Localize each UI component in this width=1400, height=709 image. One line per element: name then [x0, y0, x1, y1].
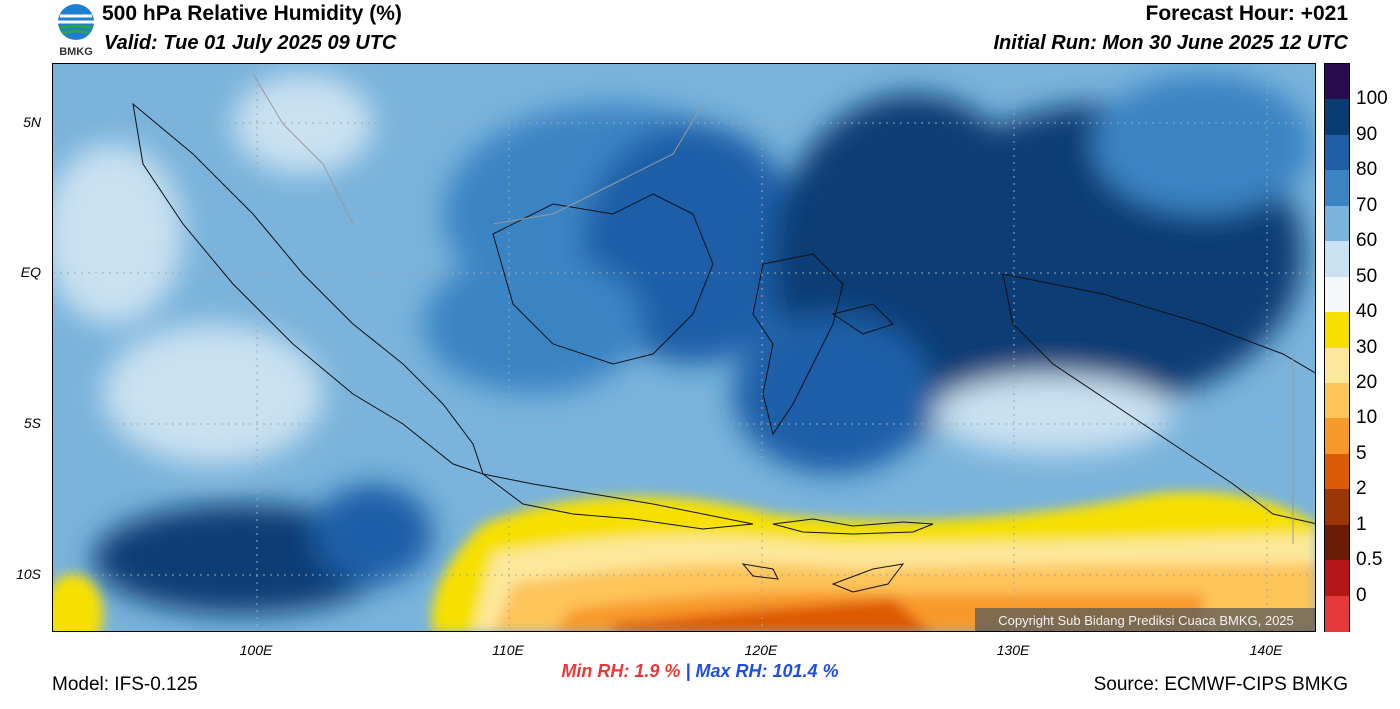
colorbar-label: 50 [1356, 265, 1378, 287]
colorbar-label: 20 [1356, 371, 1378, 393]
bmkg-logo [52, 2, 100, 60]
colorbar-segment [1325, 170, 1349, 207]
initial-run: Initial Run: Mon 30 June 2025 12 UTC [993, 32, 1348, 54]
colorbar-segment [1325, 241, 1349, 278]
colorbar-segment [1325, 134, 1349, 171]
colorbar-label: 60 [1356, 230, 1378, 252]
colorbar-label: 90 [1356, 123, 1378, 145]
lat-label-10s: 10S [16, 566, 41, 582]
colorbar-segment [1325, 276, 1349, 313]
max-rh: Max RH: 101.4 % [695, 661, 839, 681]
lon-label-110e: 110E [492, 642, 524, 658]
colorbar-segment [1325, 560, 1349, 597]
colorbar-label: 40 [1356, 301, 1378, 323]
lon-label-100e: 100E [239, 642, 273, 658]
colorbar-segment [1325, 524, 1349, 561]
colorbar-segment [1325, 347, 1349, 384]
colorbar-label: 0.5 [1356, 549, 1383, 571]
data-source: Source: ECMWF-CIPS BMKG [1093, 674, 1348, 695]
colorbar-label: 80 [1356, 159, 1378, 181]
logo-text: BMKG [59, 46, 93, 58]
lat-label-5s: 5S [23, 415, 41, 431]
colorbar-label: 5 [1356, 442, 1367, 464]
colorbar-segment [1325, 418, 1349, 455]
colorbar-label: 70 [1356, 194, 1378, 216]
colorbar-label: 100 [1356, 88, 1388, 110]
colorbar-segment [1325, 312, 1349, 348]
lat-label-eq: EQ [20, 264, 41, 280]
rh-stats: Min RH: 1.9 % | Max RH: 101.4 % [0, 661, 1400, 682]
copyright-notice: Copyright Sub Bidang Prediksi Cuaca BMKG… [975, 608, 1315, 631]
colorbar-segment [1325, 595, 1349, 632]
colorbar-segment [1325, 99, 1349, 136]
borders [252, 73, 1294, 544]
lon-label-120e: 120E [744, 642, 778, 658]
humidity-field [53, 64, 1315, 631]
stats-separator: | [685, 661, 691, 681]
colorbar-segment [1325, 489, 1349, 526]
colorbar-segment [1325, 382, 1349, 419]
colorbar-label: 0 [1356, 584, 1367, 606]
lat-label-5n: 5N [23, 114, 41, 130]
colorbar-label: 2 [1356, 478, 1367, 500]
model-name: Model: IFS-0.125 [52, 674, 198, 695]
colorbar-segment [1325, 453, 1349, 490]
colorbar-segment [1325, 64, 1349, 100]
map-title: 500 hPa Relative Humidity (%) [102, 2, 402, 25]
colorbar [1324, 63, 1350, 632]
colorbar-label: 30 [1356, 336, 1378, 358]
lon-label-140e: 140E [1249, 642, 1283, 658]
forecast-hour: Forecast Hour: +021 [1145, 2, 1349, 25]
valid-time: Valid: Tue 01 July 2025 09 UTC [104, 32, 397, 54]
graticule [53, 64, 1315, 631]
colorbar-label: 10 [1356, 407, 1378, 429]
colorbar-segment [1325, 205, 1349, 242]
humidity-map: Copyright Sub Bidang Prediksi Cuaca BMKG… [52, 63, 1316, 632]
lon-label-130e: 130E [996, 642, 1030, 658]
coastlines [132, 102, 1315, 593]
colorbar-label: 1 [1356, 513, 1367, 535]
min-rh: Min RH: 1.9 % [561, 661, 681, 681]
